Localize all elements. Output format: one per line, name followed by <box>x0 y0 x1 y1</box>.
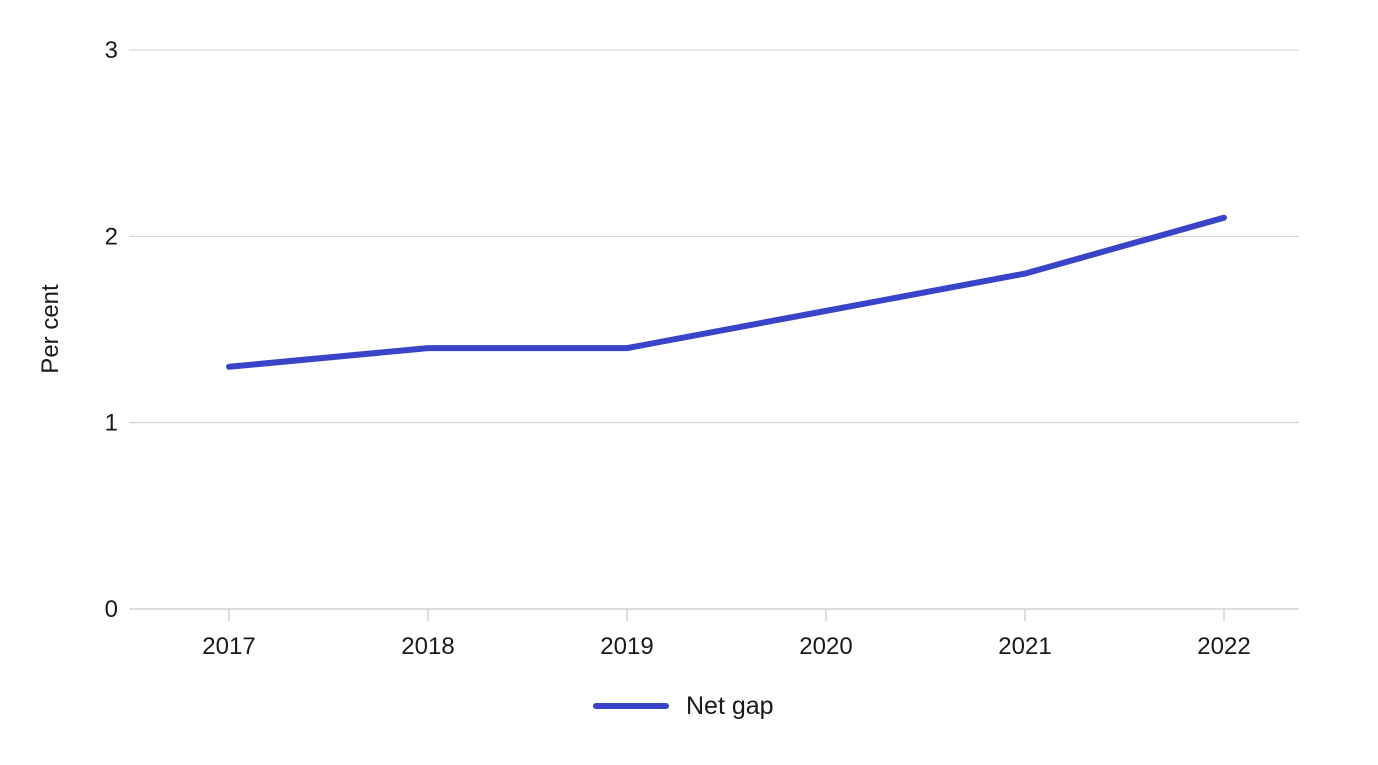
x-tick-label-2017: 2017 <box>202 633 255 660</box>
y-tick-label-1: 1 <box>105 410 118 437</box>
x-axis: 2017 2018 2019 2020 2021 2022 <box>202 609 1250 660</box>
y-tick-label-3: 3 <box>105 37 118 64</box>
y-axis: 0 1 2 3 <box>105 37 118 623</box>
x-tick-label-2019: 2019 <box>600 633 653 660</box>
legend-label-net-gap: Net gap <box>686 692 774 720</box>
series-lines <box>229 218 1224 367</box>
x-tick-label-2020: 2020 <box>799 633 852 660</box>
x-tick-label-2021: 2021 <box>998 633 1051 660</box>
series-line-net-gap <box>229 218 1224 367</box>
x-tick-label-2018: 2018 <box>401 633 454 660</box>
legend: Net gap <box>596 692 774 720</box>
y-axis-title: Per cent <box>37 284 64 374</box>
y-tick-label-0: 0 <box>105 596 118 623</box>
y-tick-label-2: 2 <box>105 223 118 250</box>
x-tick-label-2022: 2022 <box>1197 633 1250 660</box>
